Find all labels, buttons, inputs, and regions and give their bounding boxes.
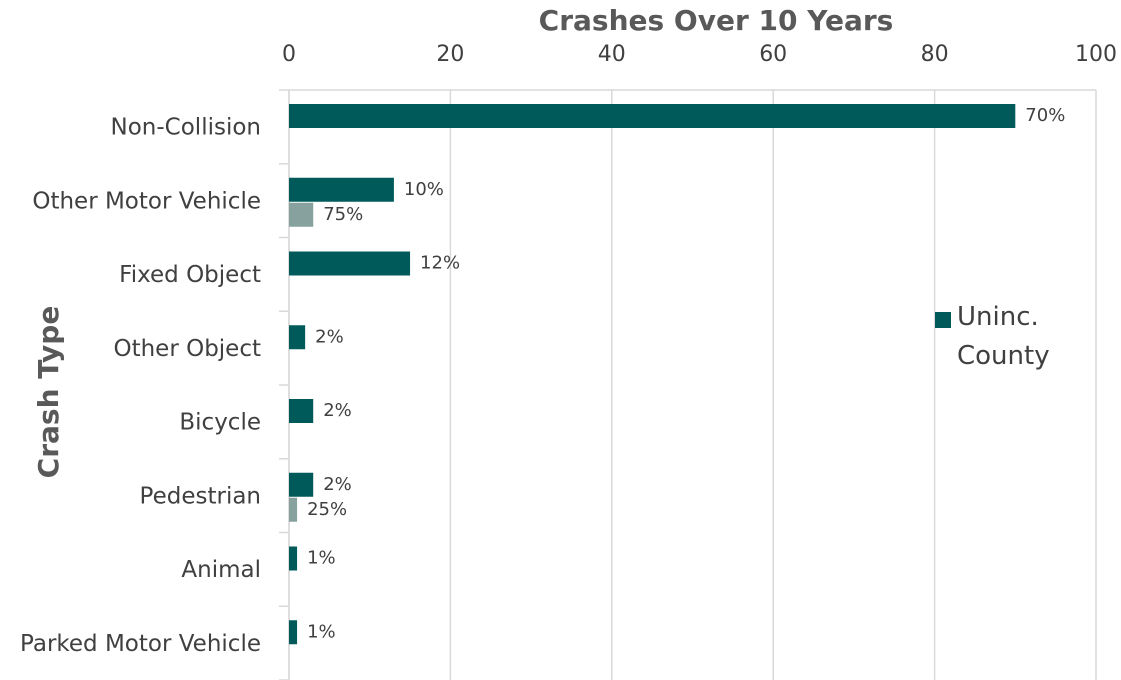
bar [289,104,1016,128]
legend-swatch [935,312,951,328]
data-label: 75% [323,204,363,225]
y-tick-label: Fixed Object [119,262,261,288]
data-label: 10% [404,179,444,200]
data-label: 2% [323,400,352,421]
chart-title: Crashes Over 10 Years [539,4,894,37]
x-tick-label: 100 [1075,42,1117,67]
y-tick-label: Other Motor Vehicle [32,188,261,214]
x-tick-label: 0 [282,42,296,67]
x-tick-label: 40 [598,42,626,67]
x-tick-label: 60 [759,42,787,67]
y-tick-label: Animal [181,557,261,583]
bar [289,472,314,497]
data-label: 25% [307,499,347,520]
y-tick-label: Other Object [113,336,261,362]
y-tick-label: Non-Collision [111,115,261,141]
legend-label: Uninc. County [957,302,1050,371]
bar [289,251,411,276]
y-axis-title: Crash Type [32,306,65,479]
y-tick-label: Pedestrian [140,483,261,509]
bar [289,177,394,202]
y-tick-label: Parked Motor Vehicle [20,631,261,657]
bar [289,620,298,645]
data-label: 1% [307,548,336,569]
x-tick-label: 80 [921,42,949,67]
bar [289,202,314,227]
bar [289,546,298,571]
data-label: 2% [315,326,344,347]
bar [289,325,306,350]
y-tick-label: Bicycle [179,410,261,436]
data-label: 70% [1025,105,1065,126]
legend-item: Uninc. County [957,302,1050,371]
data-label: 2% [323,474,352,495]
data-label: 1% [307,621,336,642]
bar [289,497,298,522]
x-tick-label: 20 [436,42,464,67]
data-label: 12% [420,253,460,274]
bar [289,399,314,423]
